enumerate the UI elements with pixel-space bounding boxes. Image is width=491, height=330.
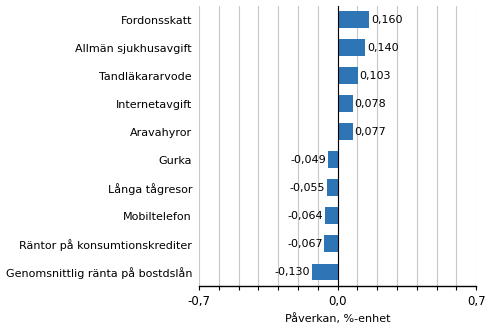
Bar — [324, 236, 338, 252]
Bar — [338, 39, 365, 56]
Text: 0,103: 0,103 — [359, 71, 391, 81]
Bar — [325, 208, 338, 224]
Text: -0,055: -0,055 — [290, 183, 325, 193]
Text: 0,140: 0,140 — [367, 43, 399, 52]
Text: 0,077: 0,077 — [355, 127, 386, 137]
Text: -0,049: -0,049 — [291, 155, 327, 165]
Text: 0,160: 0,160 — [371, 15, 402, 24]
Bar — [328, 151, 338, 168]
X-axis label: Påverkan, %-enhet: Påverkan, %-enhet — [285, 314, 390, 324]
Text: -0,067: -0,067 — [287, 239, 323, 249]
Bar — [327, 180, 338, 196]
Text: 0,078: 0,078 — [355, 99, 386, 109]
Text: -0,130: -0,130 — [275, 267, 310, 277]
Bar — [312, 264, 338, 280]
Bar — [338, 11, 369, 28]
Bar — [338, 123, 353, 140]
Bar — [338, 67, 358, 84]
Text: -0,064: -0,064 — [288, 211, 323, 221]
Bar — [338, 95, 353, 112]
